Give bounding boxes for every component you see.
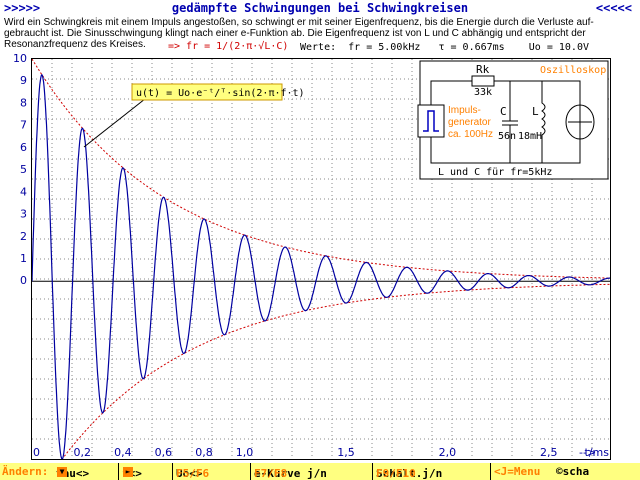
equation-pointer <box>83 94 151 148</box>
generator-label-1: Impuls- <box>448 105 481 116</box>
resonance-formula: => fr = 1/(2·π·√L·C) <box>168 41 289 52</box>
c-value: 56n <box>498 131 516 142</box>
oscilloscope-title: Oszilloskop <box>540 65 606 76</box>
y-tick-label: 1 <box>20 252 27 265</box>
separator <box>490 463 491 480</box>
schalt-label: Schalt.j/n <box>376 467 443 480</box>
uo-label: Uo<> <box>176 467 203 480</box>
change-label: Ändern: <box>2 465 49 478</box>
page-title: gedämpfte Schwingungen bei Schwingkreise… <box>171 1 469 15</box>
separator <box>118 463 119 480</box>
rk-label: Rk <box>476 63 490 76</box>
circuit-caption: L und C für fr=5kHz <box>438 167 552 178</box>
equation-box <box>131 83 283 101</box>
l-value: 18mH <box>518 131 542 142</box>
y-tick-label: 10 <box>13 52 27 65</box>
l-label: L <box>532 105 539 118</box>
bottom-toolbar: Ändern: tau<>▲▼ f<>◄► Uo<> F5/F6 e-Kurve… <box>0 463 640 480</box>
generator-label-3: ca. 100Hz <box>448 129 493 140</box>
y-tick-label: 0 <box>20 274 27 287</box>
title-left-arrows: >>>>> <box>4 1 41 15</box>
arrow-right-icon[interactable]: ► <box>123 467 133 477</box>
y-tick-label: 3 <box>20 208 27 221</box>
uo-keys: F5/F6 <box>176 467 210 480</box>
envelope-upper <box>32 59 610 279</box>
separator <box>172 463 173 480</box>
oscilloscope-plot: u(t) = Uo·e⁻ᵗ/ᵀ·sin(2·π·f·t) Oszilloskop I… <box>31 58 611 460</box>
c-label: C <box>500 105 507 118</box>
y-tick-label: 6 <box>20 141 27 154</box>
y-tick-label: 2 <box>20 230 27 243</box>
plot-svg: u(t) = Uo·e⁻ᵗ/ᵀ·sin(2·π·f·t) Oszilloskop I… <box>32 59 610 459</box>
values-readout: Werte: fr = 5.00kHz τ = 0.667ms Uo = 10.… <box>300 42 589 53</box>
generator-label-2: generator <box>448 117 491 128</box>
envelope-lower <box>61 283 610 459</box>
y-tick-label: 9 <box>20 74 27 87</box>
y-tick-label: 8 <box>20 96 27 109</box>
circuit-wires <box>430 80 581 164</box>
y-tick-label: 5 <box>20 163 27 176</box>
equation-text: u(t) = Uo·e⁻ᵗ/ᵀ·sin(2·π·f·t) <box>136 88 305 99</box>
inductor <box>541 81 546 163</box>
copyright: ©scha <box>556 465 590 478</box>
ekurve-keys: F7/F8 <box>254 467 288 480</box>
schalt-keys: F9/F10 <box>376 467 416 480</box>
arrow-down-icon[interactable]: ▼ <box>57 467 67 477</box>
capacitor <box>502 81 518 163</box>
rk-value: 33k <box>474 87 492 98</box>
signal-curve <box>32 73 610 459</box>
ekurve-label: e-Kurve j/n <box>254 467 327 480</box>
title-bar: >>>>> gedämpfte Schwingungen bei Schwing… <box>0 0 640 16</box>
pulse-icon <box>423 110 439 132</box>
y-tick-label: 4 <box>20 185 27 198</box>
menu-button[interactable]: <J=Menu <box>494 465 541 478</box>
separator <box>250 463 251 480</box>
resistor <box>471 75 495 87</box>
impulse-generator <box>417 104 445 138</box>
y-tick-label: 7 <box>20 119 27 132</box>
title-right-arrows: <<<<< <box>595 1 632 15</box>
description-text: Wird ein Schwingkreis mit einem Impuls a… <box>4 17 594 50</box>
separator <box>372 463 373 480</box>
